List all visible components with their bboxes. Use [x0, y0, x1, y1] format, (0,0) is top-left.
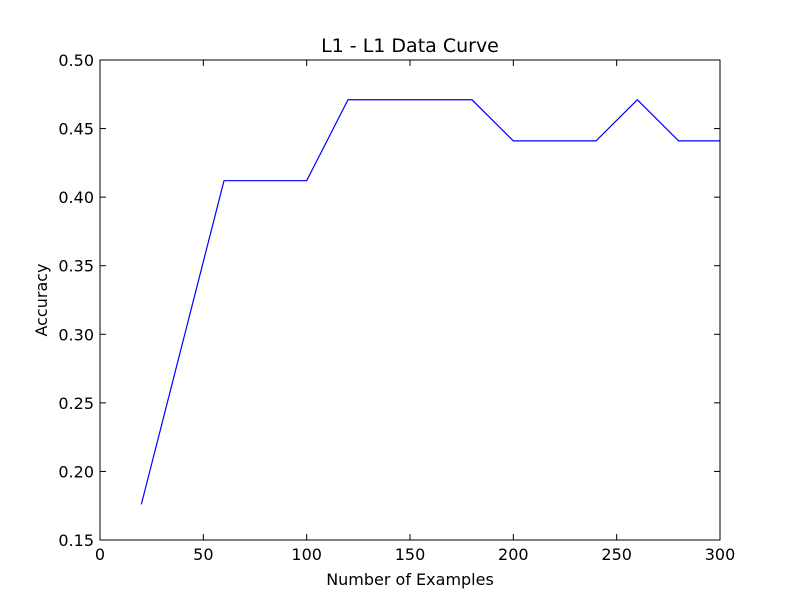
y-tick-label: 0.35 [58, 257, 94, 276]
y-tick-label: 0.45 [58, 120, 94, 139]
plot-area [99, 59, 721, 541]
series-line [140, 98, 720, 505]
y-tick-label: 0.50 [58, 51, 94, 70]
plot-background [100, 60, 720, 540]
x-axis-label: Number of Examples [326, 570, 494, 589]
x-tick-label: 200 [498, 545, 529, 564]
chart-title: L1 - L1 Data Curve [321, 35, 499, 57]
x-tick-labels: 0 50 100 150 200 250 300 [95, 545, 735, 564]
y-tick-label: 0.25 [58, 394, 94, 413]
y-tick-label: 0.20 [58, 462, 94, 481]
x-tick-label: 50 [193, 545, 213, 564]
x-tick-label: 250 [601, 545, 632, 564]
y-tick-label: 0.30 [58, 325, 94, 344]
x-tick-label: 0 [95, 545, 105, 564]
y-tick-labels: 0.15 0.20 0.25 0.30 0.35 0.40 0.45 0.50 [58, 51, 94, 550]
plot-frame [99, 59, 721, 541]
series-layer [140, 98, 720, 505]
y-axis-label: Accuracy [32, 263, 51, 336]
y-tick-label: 0.15 [58, 531, 94, 550]
x-tick-label: 300 [705, 545, 736, 564]
y-tick-label: 0.40 [58, 188, 94, 207]
x-tick-label: 100 [291, 545, 322, 564]
x-tick-label: 150 [395, 545, 426, 564]
